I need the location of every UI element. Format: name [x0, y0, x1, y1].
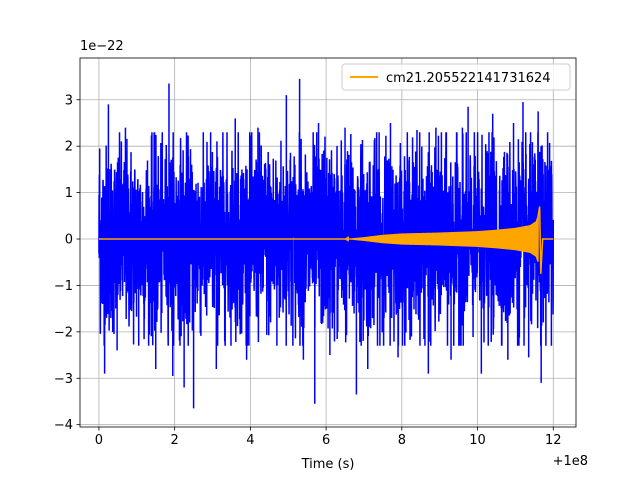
y-tick-label: −1	[54, 279, 73, 294]
y-tick-label: 1	[65, 186, 73, 201]
y-axis-ticks: −4 −3 −2 −1 0 1 2 3	[54, 93, 80, 433]
plot-data-area	[98, 78, 555, 409]
y-tick-label: 0	[65, 233, 73, 248]
x-tick-label: 6	[322, 433, 330, 448]
x-tick-label: 10	[469, 433, 486, 448]
x-tick-label: 2	[171, 433, 179, 448]
x-tick-label: 8	[398, 433, 406, 448]
noise-series-spikes	[98, 78, 553, 409]
y-tick-label: 2	[65, 140, 73, 155]
chirp-series-line	[98, 206, 554, 274]
x-tick-label: 4	[246, 433, 254, 448]
y-tick-label: −3	[54, 372, 73, 387]
legend-box	[341, 63, 571, 91]
x-axis-offset-label: +1e8	[553, 454, 588, 469]
y-tick-label: 3	[65, 93, 73, 108]
legend: cm21.205522141731624	[341, 63, 571, 91]
x-tick-label: 12	[545, 433, 562, 448]
axes-frame	[79, 57, 577, 428]
x-axis-ticks: 0 2 4 6 8 10 12	[95, 427, 562, 448]
y-tick-label: −2	[54, 325, 73, 340]
noise-series-line	[98, 132, 555, 346]
x-tick-label: 0	[95, 433, 103, 448]
x-axis-label: Time (s)	[301, 457, 355, 472]
y-tick-label: −4	[54, 418, 73, 433]
legend-entry-label: cm21.205522141731624	[386, 71, 551, 86]
y-axis-exponent-label: 1e−22	[80, 39, 124, 54]
